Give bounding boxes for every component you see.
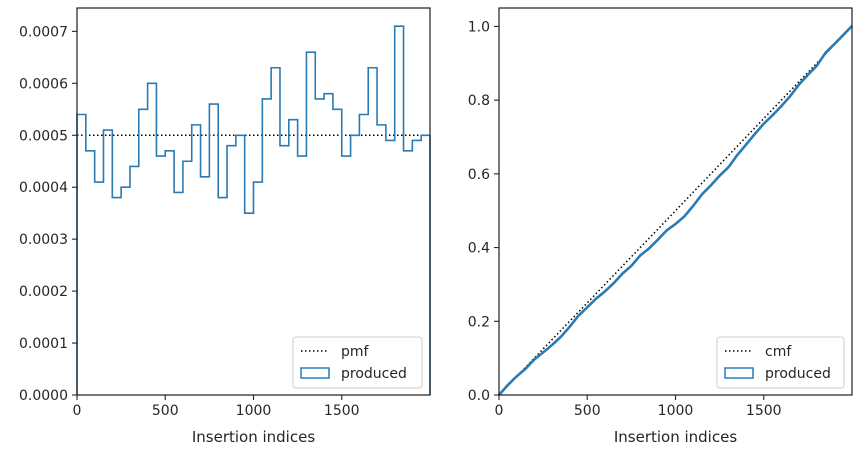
legend-produced-swatch — [724, 367, 754, 379]
x-axis-label: Insertion indices — [192, 428, 315, 446]
y-tick-label: 0.0004 — [19, 180, 68, 196]
legend-produced-label: produced — [341, 366, 407, 382]
x-tick-label: 1000 — [658, 403, 694, 419]
y-tick-label: 0.6 — [468, 167, 490, 183]
x-tick-label: 1500 — [746, 403, 782, 419]
x-tick-label: 500 — [574, 403, 601, 419]
y-tick-label: 0.0003 — [19, 232, 68, 248]
y-tick-label: 0.2 — [468, 314, 490, 330]
cmf-line-panel: 0 500 1000 1500 0.0 0.2 0.4 0.6 0.8 1.0 Insertion … — [468, 7, 853, 446]
x-tick-label: 1500 — [324, 403, 360, 419]
legend-produced-label: produced — [765, 366, 831, 382]
x-axis-label: Insertion indices — [614, 428, 737, 446]
y-tick-label: 0.8 — [468, 93, 490, 109]
x-tick-label: 0 — [73, 403, 82, 419]
legend-box — [716, 336, 845, 389]
x-tick-label: 0 — [495, 403, 504, 419]
legend-box — [292, 336, 423, 389]
y-tick-label: 0.0005 — [19, 128, 68, 144]
y-tick-label: 1.0 — [468, 19, 490, 35]
y-tick-label: 0.0 — [468, 388, 490, 404]
legend-produced-swatch — [300, 367, 330, 379]
y-tick-label: 0.0002 — [19, 284, 68, 300]
x-tick-label: 500 — [152, 403, 179, 419]
pmf-histogram-panel: 0 500 1000 1500 0.0000 0.0001 0.0002 0.0003 0.00… — [19, 7, 431, 446]
y-tick-label: 0.4 — [468, 241, 490, 257]
x-tick-label: 1000 — [236, 403, 272, 419]
legend-reference-label: pmf — [341, 344, 370, 360]
legend: pmf produced — [292, 336, 423, 389]
legend: cmf produced — [716, 336, 845, 389]
legend-reference-label: cmf — [765, 344, 792, 360]
y-tick-label: 0.0001 — [19, 336, 68, 352]
y-tick-label: 0.0006 — [19, 76, 68, 92]
produced-histogram-step — [76, 25, 431, 395]
y-tick-label: 0.0007 — [19, 24, 68, 40]
cmf-reference-line — [498, 25, 853, 396]
produced-cmf-line — [498, 24, 853, 396]
y-tick-label: 0.0000 — [19, 388, 68, 404]
